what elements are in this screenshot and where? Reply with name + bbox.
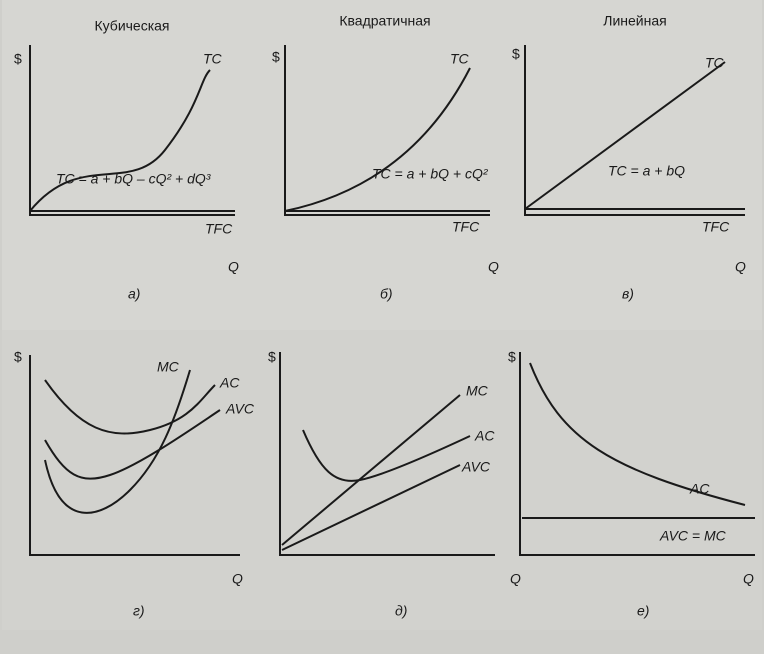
panel-label: а) bbox=[128, 286, 140, 302]
x-axis-label: Q bbox=[743, 571, 754, 587]
x-axis-label: Q bbox=[232, 571, 243, 587]
curve-label: MC bbox=[466, 383, 489, 399]
formula: TC = a + bQ – cQ² + dQ³ bbox=[56, 171, 211, 187]
axes bbox=[29, 45, 235, 216]
axes bbox=[524, 45, 745, 216]
curve-label: AC bbox=[689, 481, 710, 497]
ac-curve bbox=[302, 429, 471, 482]
curve-label: TC bbox=[705, 55, 725, 71]
y-axis-label: $ bbox=[508, 349, 516, 365]
x-axis-label: Q bbox=[735, 259, 746, 275]
tc-curve bbox=[29, 69, 211, 212]
column-title: Линейная bbox=[603, 13, 666, 29]
ac-curve bbox=[44, 379, 216, 435]
y-axis-label: $ bbox=[14, 51, 22, 67]
ac-curve bbox=[529, 362, 746, 506]
x-axis-label: Q bbox=[510, 571, 521, 587]
curve-label: AC bbox=[474, 428, 495, 444]
curve-label: AC bbox=[219, 375, 240, 391]
avc-curve bbox=[281, 464, 461, 551]
curve-label: TFC bbox=[702, 219, 730, 235]
axes bbox=[279, 352, 495, 556]
formula: TC = a + bQ + cQ² bbox=[372, 166, 489, 182]
curve-label: TC bbox=[450, 51, 470, 67]
formula: TC = a + bQ bbox=[608, 163, 685, 179]
curve-label: TC bbox=[203, 51, 223, 67]
mc-curve bbox=[44, 369, 191, 514]
curve-label: TFC bbox=[205, 221, 233, 237]
y-axis-label: $ bbox=[512, 46, 520, 62]
panel-label: в) bbox=[622, 286, 634, 302]
tc-curve bbox=[284, 67, 471, 212]
curve-label: AVC bbox=[225, 401, 255, 417]
curve-label: MC bbox=[157, 359, 180, 375]
curve-label: AVC bbox=[461, 459, 491, 475]
top-panel-area bbox=[2, 0, 762, 330]
curve-label: AVC = MC bbox=[659, 528, 727, 544]
tc-curve bbox=[524, 61, 726, 210]
axes bbox=[284, 45, 490, 216]
avc-curve bbox=[44, 409, 221, 480]
axes bbox=[519, 352, 755, 556]
x-axis-label: Q bbox=[488, 259, 499, 275]
x-axis-label: Q bbox=[228, 259, 239, 275]
column-title: Кубическая bbox=[94, 18, 169, 34]
panel-label: б) bbox=[380, 286, 393, 302]
y-axis-label: $ bbox=[14, 349, 22, 365]
panel-label: е) bbox=[637, 603, 649, 619]
panel-label: г) bbox=[133, 603, 145, 619]
y-axis-label: $ bbox=[268, 349, 276, 365]
bottom-panel-area bbox=[2, 330, 762, 630]
curve-label: TFC bbox=[452, 219, 480, 235]
axes bbox=[29, 355, 240, 556]
column-title: Квадратичная bbox=[339, 13, 430, 29]
y-axis-label: $ bbox=[272, 49, 280, 65]
mc-curve bbox=[281, 394, 461, 546]
panel-label: д) bbox=[395, 603, 407, 619]
